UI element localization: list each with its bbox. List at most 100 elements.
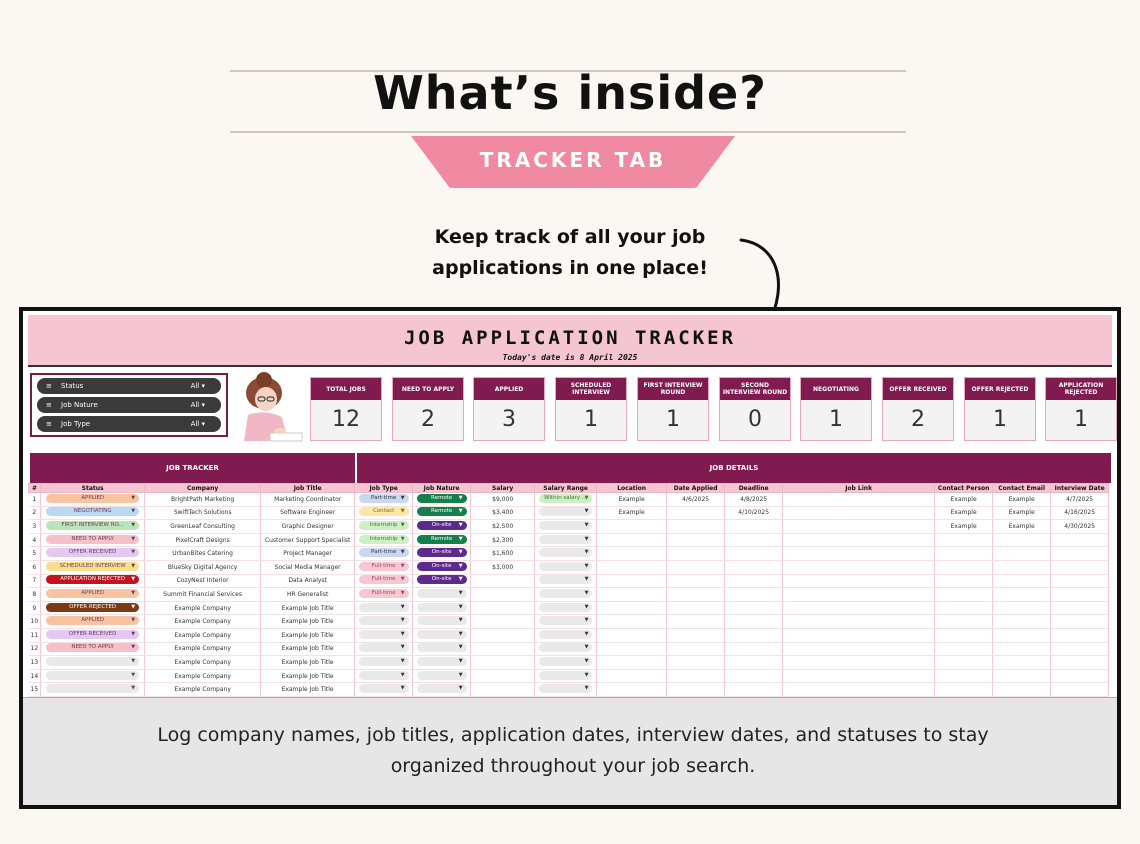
cell-company[interactable]: Example Company — [144, 614, 262, 629]
cell-salary[interactable]: $3,400 — [470, 506, 536, 521]
table-row[interactable]: 11 OFFER RECEIVED ▼ Example Company Example … — [28, 628, 1110, 643]
table-row[interactable]: 5 OFFER RECEIVED ▼ UrbanBites Catering Proje… — [28, 546, 1110, 561]
status-dropdown[interactable]: OFFER RECEIVED ▼ — [46, 548, 140, 558]
cell-link[interactable] — [782, 506, 936, 521]
cell-person[interactable] — [934, 628, 994, 643]
cell-person[interactable] — [934, 614, 994, 629]
cell-email[interactable] — [992, 587, 1052, 602]
cell-email[interactable] — [992, 614, 1052, 629]
cell-n[interactable]: 7 — [28, 574, 42, 589]
cell-location[interactable] — [596, 628, 668, 643]
column-header[interactable]: Company — [144, 483, 262, 493]
cell-company[interactable]: Example Company — [144, 642, 262, 657]
job-type-dropdown[interactable]: ▼ — [358, 684, 409, 694]
cell-n[interactable]: 3 — [28, 519, 42, 534]
cell-nature[interactable]: Remote ▼ — [412, 492, 472, 507]
cell-interview[interactable] — [1050, 655, 1110, 670]
cell-applied[interactable] — [666, 560, 726, 575]
status-dropdown[interactable]: OFFER RECEIVED ▼ — [46, 629, 140, 639]
cell-interview[interactable] — [1050, 574, 1110, 589]
job-type-dropdown[interactable]: Full-time ▼ — [358, 575, 409, 585]
cell-location[interactable] — [596, 682, 668, 697]
cell-nature[interactable]: On-site ▼ — [412, 519, 472, 534]
cell-person[interactable]: Example — [934, 506, 994, 521]
status-dropdown[interactable]: NEGOTIATING ▼ — [46, 507, 140, 517]
status-dropdown[interactable]: NEED TO APPLY ▼ — [46, 643, 140, 653]
cell-company[interactable]: Example Company — [144, 628, 262, 643]
cell-company[interactable]: BlueSky Digital Agency — [144, 560, 262, 575]
cell-title[interactable]: Customer Support Specialist — [260, 533, 356, 548]
cell-title[interactable]: Data Analyst — [260, 574, 356, 589]
cell-interview[interactable] — [1050, 669, 1110, 684]
salary-range-dropdown[interactable]: ▼ — [538, 602, 593, 612]
salary-range-dropdown[interactable]: ▼ — [538, 561, 593, 571]
job-nature-dropdown[interactable]: On-site ▼ — [416, 548, 467, 558]
salary-range-dropdown[interactable]: ▼ — [538, 548, 593, 558]
cell-type[interactable]: Internship ▼ — [354, 533, 414, 548]
salary-range-dropdown[interactable]: ▼ — [538, 588, 593, 598]
column-header[interactable]: Contact Email — [992, 483, 1052, 493]
cell-applied[interactable] — [666, 519, 726, 534]
cell-nature[interactable]: On-site ▼ — [412, 574, 472, 589]
cell-title[interactable]: Example Job Title — [260, 682, 356, 697]
cell-interview[interactable] — [1050, 642, 1110, 657]
cell-type[interactable]: Full-time ▼ — [354, 560, 414, 575]
cell-person[interactable]: Example — [934, 492, 994, 507]
cell-applied[interactable] — [666, 682, 726, 697]
cell-salary[interactable]: $2,300 — [470, 533, 536, 548]
status-dropdown[interactable]: APPLIED ▼ — [46, 588, 140, 598]
cell-interview[interactable] — [1050, 628, 1110, 643]
job-nature-dropdown[interactable]: Remote ▼ — [416, 507, 467, 517]
column-header[interactable]: Job Title — [260, 483, 356, 493]
cell-applied[interactable] — [666, 506, 726, 521]
cell-nature[interactable]: ▼ — [412, 642, 472, 657]
cell-location[interactable] — [596, 669, 668, 684]
cell-person[interactable] — [934, 587, 994, 602]
cell-location[interactable] — [596, 533, 668, 548]
cell-nature[interactable]: ▼ — [412, 587, 472, 602]
cell-nature[interactable]: On-site ▼ — [412, 546, 472, 561]
cell-location[interactable] — [596, 614, 668, 629]
cell-applied[interactable]: 4/6/2025 — [666, 492, 726, 507]
cell-salary[interactable]: $1,600 — [470, 546, 536, 561]
status-dropdown[interactable]: ▼ — [46, 656, 140, 666]
cell-salary[interactable] — [470, 682, 536, 697]
cell-link[interactable] — [782, 642, 936, 657]
cell-interview[interactable] — [1050, 601, 1110, 616]
cell-title[interactable]: Example Job Title — [260, 614, 356, 629]
job-type-dropdown[interactable]: ▼ — [358, 643, 409, 653]
cell-applied[interactable] — [666, 614, 726, 629]
cell-range[interactable]: Within salary ... ▼ — [534, 492, 598, 507]
cell-title[interactable]: Social Media Manager — [260, 560, 356, 575]
cell-person[interactable] — [934, 601, 994, 616]
job-nature-dropdown[interactable]: ▼ — [416, 670, 467, 680]
cell-location[interactable] — [596, 587, 668, 602]
salary-range-dropdown[interactable]: ▼ — [538, 643, 593, 653]
column-header[interactable]: # — [27, 483, 42, 493]
status-dropdown[interactable]: OFFER REJECTED ▼ — [46, 602, 140, 612]
job-type-dropdown[interactable]: Contact ▼ — [358, 507, 409, 517]
job-type-dropdown[interactable]: Part-time ▼ — [358, 548, 409, 558]
cell-type[interactable]: ▼ — [354, 682, 414, 697]
cell-deadline[interactable] — [724, 574, 784, 589]
cell-range[interactable]: ▼ — [534, 587, 598, 602]
cell-deadline[interactable] — [724, 601, 784, 616]
filter-job-type[interactable]: ≡ Job Type All ▾ — [37, 416, 221, 432]
table-row[interactable]: 12 NEED TO APPLY ▼ Example Company Example J… — [28, 642, 1110, 657]
table-row[interactable]: 6 SCHEDULED INTERVIEW ▼ BlueSky Digital Age… — [28, 560, 1110, 575]
cell-person[interactable] — [934, 682, 994, 697]
cell-range[interactable]: ▼ — [534, 614, 598, 629]
column-header[interactable]: Date Applied — [666, 483, 726, 493]
column-header[interactable]: Contact Person — [934, 483, 994, 493]
cell-person[interactable] — [934, 642, 994, 657]
table-row[interactable]: 1 APPLIED ▼ BrightPath Marketing Marketing C… — [28, 492, 1110, 507]
cell-email[interactable] — [992, 655, 1052, 670]
cell-applied[interactable] — [666, 669, 726, 684]
cell-email[interactable] — [992, 560, 1052, 575]
cell-n[interactable]: 5 — [28, 546, 42, 561]
cell-status[interactable]: APPLIED ▼ — [40, 492, 146, 507]
cell-email[interactable]: Example — [992, 506, 1052, 521]
cell-person[interactable] — [934, 669, 994, 684]
cell-salary[interactable]: $3,000 — [470, 560, 536, 575]
cell-type[interactable]: ▼ — [354, 628, 414, 643]
